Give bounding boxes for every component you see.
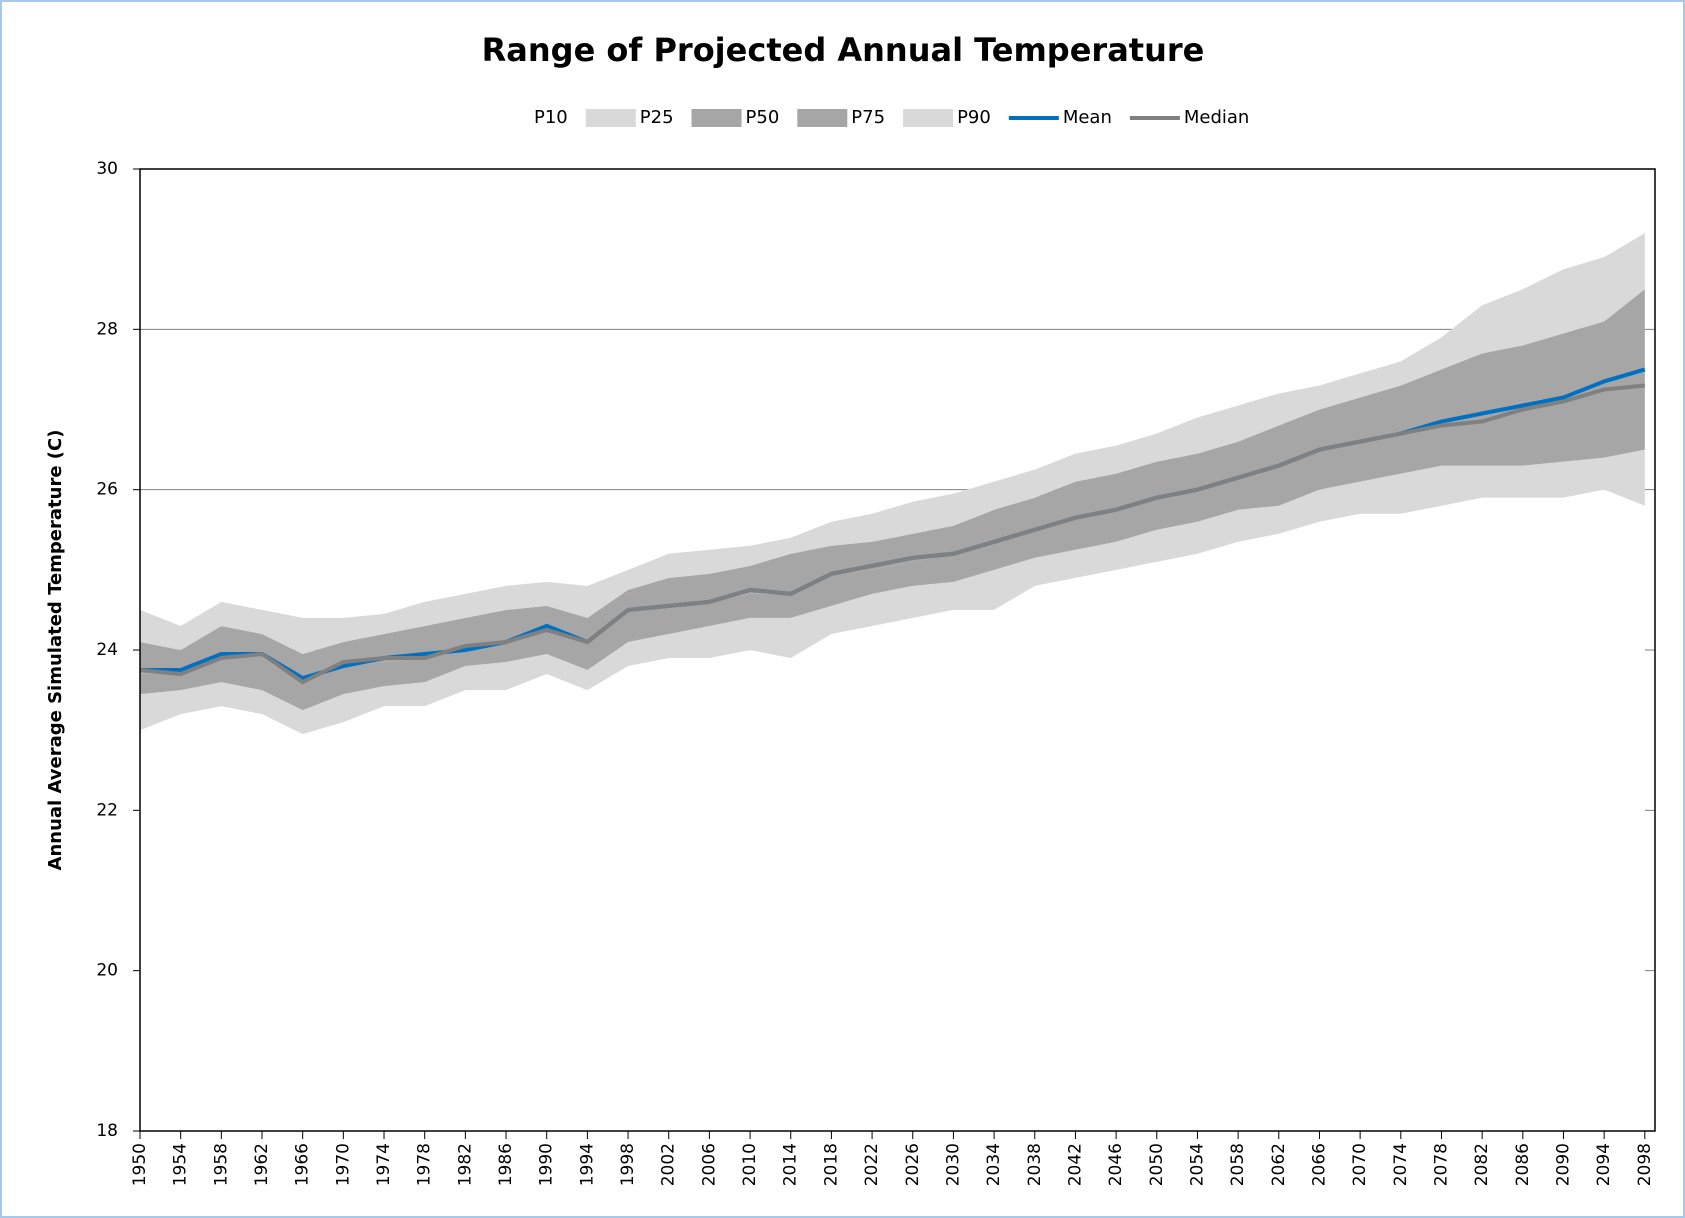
x-tick-label: 2010 <box>740 1143 760 1186</box>
x-tick-label: 2058 <box>1228 1143 1248 1186</box>
x-tick-label: 2030 <box>943 1143 963 1186</box>
x-tick-label: 1954 <box>171 1143 191 1186</box>
x-tick-label: 1990 <box>537 1143 557 1186</box>
x-tick-label: 2034 <box>984 1143 1004 1186</box>
x-tick-label: 2074 <box>1391 1143 1411 1186</box>
legend-swatch <box>585 109 636 127</box>
x-tick-label: 2062 <box>1269 1143 1289 1186</box>
x-tick-label: 2014 <box>781 1143 801 1186</box>
x-tick-label: 2090 <box>1553 1143 1573 1186</box>
legend-label: P90 <box>957 107 991 128</box>
x-tick-label: 1970 <box>333 1143 353 1186</box>
x-tick-label: 1950 <box>130 1143 150 1186</box>
line <box>139 383 1646 685</box>
y-tick-label: 20 <box>96 961 118 981</box>
x-tick-label: 2042 <box>1065 1143 1085 1186</box>
x-tick-label: 2078 <box>1431 1143 1451 1186</box>
x-tick-label: 2070 <box>1350 1143 1370 1186</box>
y-tick-label: 26 <box>96 480 118 500</box>
y-tick-label: 18 <box>96 1121 118 1141</box>
x-tick-label: 2046 <box>1106 1143 1126 1186</box>
x-tick-label: 1962 <box>252 1143 272 1186</box>
legend-swatch <box>903 109 954 127</box>
x-tick-label: 1994 <box>577 1143 597 1186</box>
legend-swatch <box>797 109 848 127</box>
x-tick-label: 2066 <box>1309 1143 1329 1186</box>
legend-label: P10 <box>534 107 568 128</box>
legend-label: Mean <box>1063 107 1112 128</box>
x-tick-label: 2026 <box>903 1143 923 1186</box>
y-tick-label: 22 <box>96 800 118 820</box>
legend-label: P75 <box>851 107 885 128</box>
y-tick-label: 30 <box>96 159 118 179</box>
x-tick-label: 2018 <box>821 1143 841 1186</box>
x-tick-label: 1986 <box>496 1143 516 1186</box>
legend-swatch <box>480 109 530 127</box>
x-tick-label: 2050 <box>1147 1143 1167 1186</box>
band <box>140 489 1645 1132</box>
x-tick-label: 2022 <box>862 1143 882 1186</box>
x-tick-label: 2098 <box>1635 1143 1655 1186</box>
x-tick-label: 2086 <box>1513 1143 1533 1186</box>
legend-label: P50 <box>746 107 780 128</box>
legend-swatch <box>691 109 742 127</box>
x-tick-label: 1966 <box>293 1143 313 1186</box>
x-tick-label: 1998 <box>618 1143 638 1186</box>
y-axis-label: Annual Average Simulated Temperature (C) <box>45 430 66 871</box>
legend-label: Median <box>1184 107 1249 128</box>
x-tick-label: 2054 <box>1187 1143 1207 1186</box>
x-tick-label: 1974 <box>374 1143 394 1186</box>
plot-border <box>139 168 1656 1132</box>
x-tick-label: 1982 <box>455 1143 475 1186</box>
y-tick-label: 24 <box>96 640 118 660</box>
x-tick-label: 2006 <box>699 1143 719 1186</box>
x-tick-label: 1958 <box>211 1143 231 1186</box>
x-tick-label: 1978 <box>415 1143 435 1186</box>
y-tick-label: 28 <box>96 319 118 339</box>
x-tick-label: 2082 <box>1472 1143 1492 1186</box>
band <box>140 449 1645 735</box>
chart-title: Range of Projected Annual Temperature <box>482 31 1205 69</box>
x-tick-label: 2038 <box>1025 1143 1045 1186</box>
x-tick-label: 2002 <box>659 1143 679 1186</box>
x-tick-label: 2094 <box>1594 1143 1614 1186</box>
legend-label: P25 <box>640 107 674 128</box>
